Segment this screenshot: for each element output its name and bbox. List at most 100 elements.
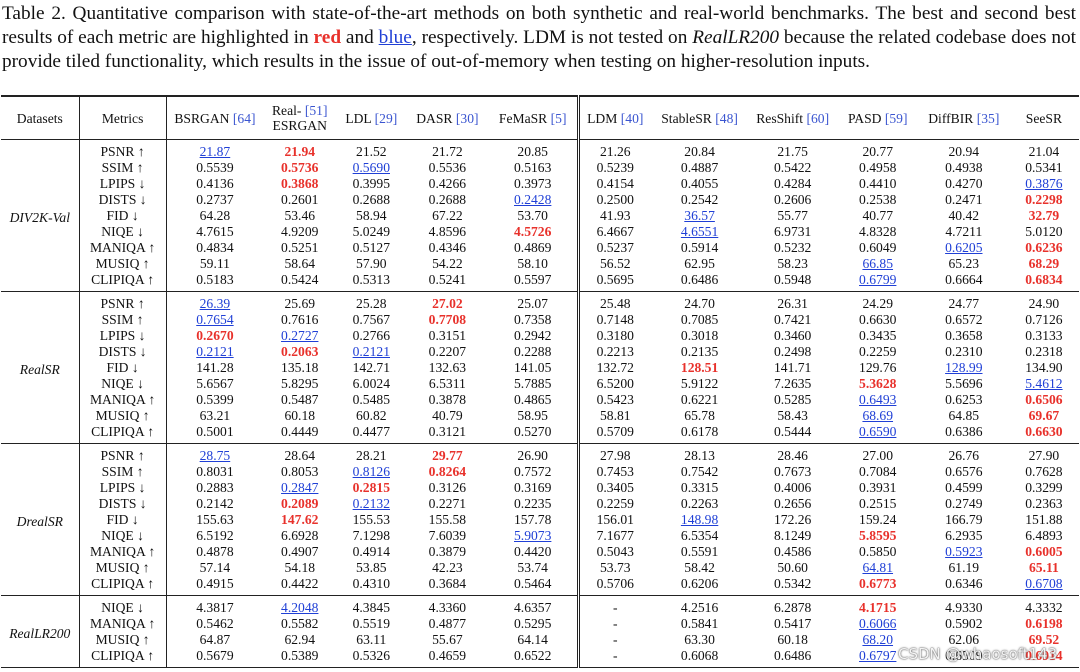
value-cell: 25.69	[263, 292, 336, 313]
value: 0.5709	[596, 424, 634, 439]
value-cell: 0.7572	[488, 464, 580, 480]
value: 58.10	[517, 256, 548, 271]
value-cell: 28.64	[263, 444, 336, 465]
value: 0.5487	[281, 392, 319, 407]
value: 0.6066	[859, 616, 897, 631]
value: 63.11	[356, 632, 387, 647]
value-cell: 0.6253	[919, 392, 1009, 408]
value-cell: 40.77	[837, 208, 919, 224]
value: 132.72	[596, 360, 634, 375]
value-cell: 0.6486	[749, 648, 837, 668]
value-cell: 0.6572	[919, 312, 1009, 328]
value-cell: 0.8126	[336, 464, 406, 480]
value-cell: 0.2310	[919, 344, 1009, 360]
value: 0.4907	[281, 544, 319, 559]
metric-cell: MANIQA ↑	[79, 544, 167, 560]
value: 0.3995	[352, 176, 390, 191]
value-cell: 0.5582	[263, 616, 336, 632]
value-cell: 4.6551	[651, 224, 749, 240]
value: 0.3435	[859, 328, 897, 343]
value: 0.2601	[281, 192, 319, 207]
value: 0.5536	[428, 160, 467, 175]
value-cell: 53.46	[263, 208, 336, 224]
value-cell: 0.4270	[919, 176, 1009, 192]
value: 0.5270	[514, 424, 552, 439]
value: 21.52	[356, 144, 387, 159]
value: 5.8295	[281, 376, 319, 391]
value-cell: 53.74	[488, 560, 580, 576]
value: 4.3817	[196, 600, 234, 615]
metric-cell: CLIPIQA ↑	[79, 272, 167, 292]
value-cell: 0.2263	[651, 496, 749, 512]
value-cell: 0.4869	[488, 240, 580, 256]
table-row: CLIPIQA ↑ 0.4915 0.4422 0.4310 0.3684 0.5464 0…	[1, 576, 1079, 596]
value: 20.94	[948, 144, 980, 159]
table-row: DISTS ↓ 0.2737 0.2601 0.2688 0.2688 0.2428 0.2…	[1, 192, 1079, 208]
metric-cell: PSNR ↑	[79, 291, 167, 312]
value: 0.5850	[859, 544, 897, 559]
value: 20.85	[517, 144, 548, 159]
value: 0.6068	[680, 648, 719, 663]
value: 0.3126	[428, 480, 467, 495]
value-cell: 6.6928	[263, 528, 336, 544]
table-row: MANIQA ↑ 0.4834 0.5251 0.5127 0.4346 0.4869 0.…	[1, 240, 1079, 256]
value-cell: 0.5251	[263, 240, 336, 256]
value: 68.69	[862, 408, 894, 423]
method-name: PASD	[847, 110, 882, 126]
value-cell: 0.2288	[488, 344, 580, 360]
value-cell: 141.71	[749, 360, 837, 376]
value: 5.0120	[1025, 224, 1063, 239]
value: 0.2132	[352, 496, 390, 511]
value: 6.5200	[596, 376, 634, 391]
value: 0.4877	[428, 616, 467, 631]
value-cell: 0.4154	[578, 176, 650, 192]
value-cell: 5.8595	[837, 528, 919, 544]
method-ref: [5]	[550, 110, 567, 126]
value: 28.64	[284, 448, 316, 463]
header-cell: SeeSR	[1009, 96, 1079, 140]
value-cell: 0.3435	[837, 328, 919, 344]
header-cell: BSRGAN [64]	[166, 96, 263, 140]
value: 166.79	[945, 512, 983, 527]
dataset-cell: DrealSR	[1, 443, 80, 596]
value: 5.8595	[859, 528, 897, 543]
dataset-cell: RealLR200	[1, 595, 80, 668]
value: 0.5295	[514, 616, 552, 631]
value: 8.1249	[773, 528, 812, 543]
value: 155.63	[196, 512, 234, 527]
dataset-group: DrealSR PSNR ↑ 28.75 28.64 28.21 29.77 26.90 27…	[1, 443, 1079, 596]
value: 0.3460	[773, 328, 812, 343]
value-cell: 0.2847	[263, 480, 336, 496]
metric-cell: CLIPIQA ↑	[79, 424, 167, 444]
value: 0.3868	[281, 176, 319, 191]
value-cell: 63.11	[336, 632, 406, 648]
value: 21.26	[599, 144, 631, 159]
value-cell: 0.4284	[749, 176, 837, 192]
value: 0.3169	[514, 480, 552, 495]
value: 0.2310	[945, 344, 983, 359]
results-table: Datasets Metrics BSRGAN [64] Real- [51] ESRG…	[1, 95, 1079, 668]
value: 0.4449	[281, 424, 319, 439]
value: 68.29	[1028, 256, 1060, 271]
value: 0.3315	[680, 480, 719, 495]
value-cell: 64.85	[919, 408, 1009, 424]
value: 0.3658	[945, 328, 983, 343]
value: 128.99	[945, 360, 983, 375]
value: 62.95	[684, 256, 715, 271]
value-cell: 0.7567	[336, 312, 406, 328]
value-cell: 4.7211	[919, 224, 1009, 240]
value-cell: 0.3878	[406, 392, 488, 408]
value: 55.77	[777, 208, 808, 223]
value: 141.71	[773, 360, 812, 375]
value: 0.3876	[1025, 176, 1063, 191]
value-cell: 0.8031	[166, 464, 263, 480]
value-cell: 0.2213	[578, 344, 650, 360]
value-cell: 155.58	[406, 512, 488, 528]
value-cell: 27.02	[406, 292, 488, 313]
value-cell: 65.11	[1009, 560, 1079, 576]
value: 69.52	[1028, 632, 1060, 647]
table-row: MUSIQ ↑ 59.11 58.64 57.90 54.22 58.10 56.52 62.…	[1, 256, 1079, 272]
value-cell: 21.75	[749, 140, 837, 161]
table-row: SSIM ↑ 0.8031 0.8053 0.8126 0.8264 0.7572 0.74…	[1, 464, 1079, 480]
value-cell: 0.5536	[406, 160, 488, 176]
